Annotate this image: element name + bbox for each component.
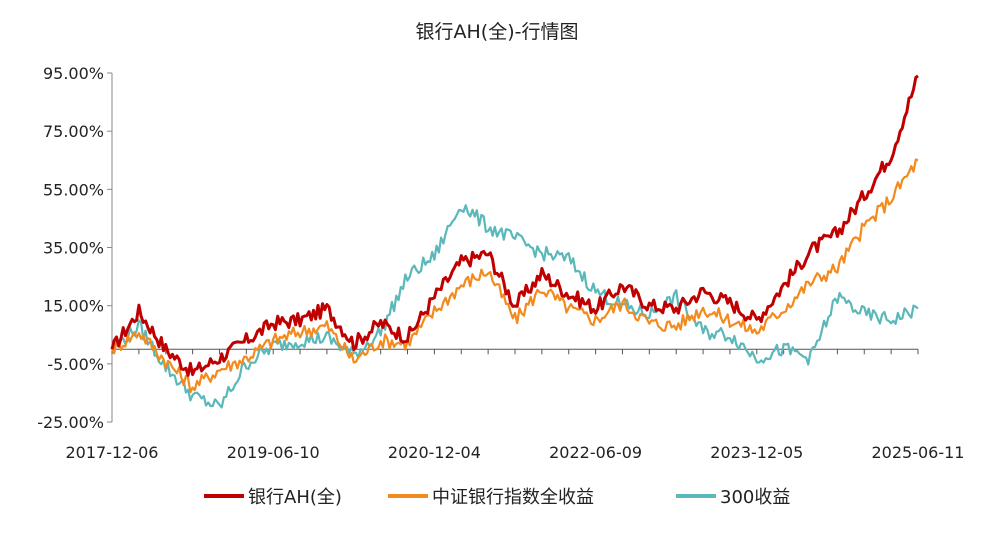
legend-item: 中证银行指数全收益: [388, 487, 594, 508]
y-tick-label: 35.00%: [43, 239, 104, 258]
x-tick-label: 2022-06-09: [549, 443, 642, 462]
x-tick-label: 2019-06-10: [227, 443, 320, 462]
x-tick-label: 2017-12-06: [66, 443, 159, 462]
legend-item: 300收益: [676, 487, 790, 508]
y-tick-label: 55.00%: [43, 180, 104, 199]
x-tick-label: 2023-12-05: [710, 443, 803, 462]
series-line: [111, 204, 919, 409]
chart-title: 银行AH(全)-行情图: [416, 21, 579, 43]
y-axis: 95.00% 75.00% 55.00% 35.00% 15.00% -5.00% -25.…: [37, 64, 113, 432]
series-line: [111, 158, 919, 394]
x-tick-label: 2020-12-04: [388, 443, 481, 462]
legend: 银行AH(全) 中证银行指数全收益 300收益: [204, 487, 790, 508]
y-tick-label: 95.00%: [43, 64, 104, 83]
series-lines: [110, 74, 919, 409]
legend-item: 银行AH(全): [204, 487, 342, 508]
y-tick-label: -5.00%: [47, 355, 104, 374]
y-tick-label: 75.00%: [43, 122, 104, 141]
y-tick-label: 15.00%: [43, 297, 104, 316]
legend-label: 中证银行指数全收益: [432, 487, 594, 508]
series-line: [110, 74, 919, 377]
legend-label: 300收益: [720, 487, 790, 508]
x-tick-label: 2025-06-11: [872, 443, 965, 462]
x-axis: 2017-12-06 2019-06-10 2020-12-04 2022-06-09…: [66, 348, 965, 462]
legend-label: 银行AH(全): [248, 487, 342, 508]
y-tick-label: -25.00%: [37, 413, 104, 432]
